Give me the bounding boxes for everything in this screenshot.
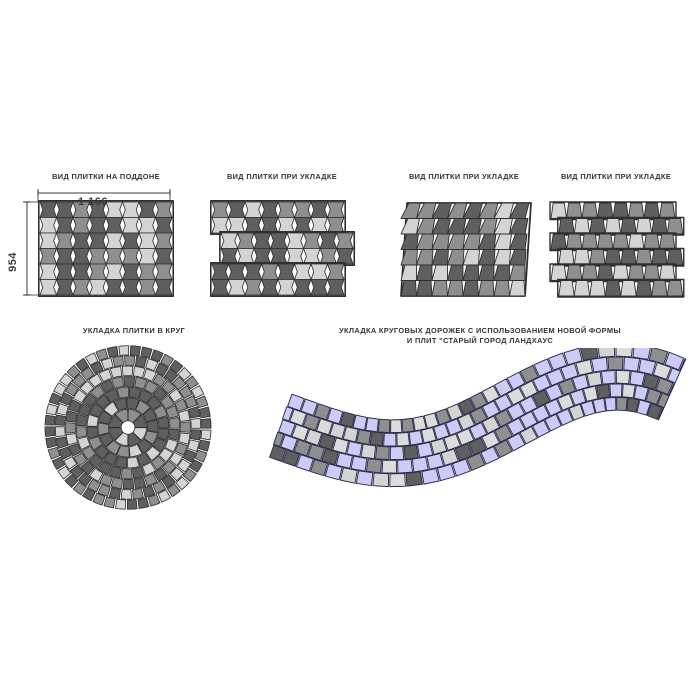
tile-pattern-laying-view-1 (210, 200, 368, 299)
panel-title-laying-view-3: ВИД ПЛИТКИ ПРИ УКЛАДКЕ (560, 172, 672, 181)
panel-circle-layout: УКЛАДКА ПЛИТКИ В КРУГ (14, 326, 254, 526)
tile-pattern-laying-view-2 (398, 200, 534, 299)
panel-title-pallet-view: ВИД ПЛИТКИ НА ПОДДОНЕ (52, 172, 160, 181)
panel-title-laying-view-1: ВИД ПЛИТКИ ПРИ УКЛАДКЕ (226, 172, 338, 181)
panel-pallet-view: ВИД ПЛИТКИ НА ПОДДОНЕ 1 166 954 (7, 172, 187, 312)
dimension-height-label: 954 (6, 252, 19, 272)
tile-pattern-laying-view-3 (548, 200, 688, 299)
panel-laying-view-3: ВИД ПЛИТКИ ПРИ УКЛАДКЕ (534, 172, 700, 312)
dimension-width-label: 1 166 (78, 196, 109, 208)
panel-title-circle-layout: УКЛАДКА ПЛИТКИ В КРУГ (82, 326, 186, 335)
panel-laying-view-1: ВИД ПЛИТКИ ПРИ УКЛАДКЕ (196, 172, 368, 312)
panel-path-layout: УКЛАДКА КРУГОВЫХ ДОРОЖЕК С ИСПОЛЬЗОВАНИЕ… (262, 326, 698, 526)
tile-pattern-pallet-view (38, 200, 174, 297)
circular-paving-pattern (20, 340, 236, 515)
panel-title-path-layout: УКЛАДКА КРУГОВЫХ ДОРОЖЕК С ИСПОЛЬЗОВАНИЕ… (339, 326, 621, 345)
serpentine-paving-path (262, 348, 698, 520)
panel-title-laying-view-2: ВИД ПЛИТКИ ПРИ УКЛАДКЕ (408, 172, 520, 181)
panel-laying-view-2: ВИД ПЛИТКИ ПРИ УКЛАДКЕ (380, 172, 548, 312)
